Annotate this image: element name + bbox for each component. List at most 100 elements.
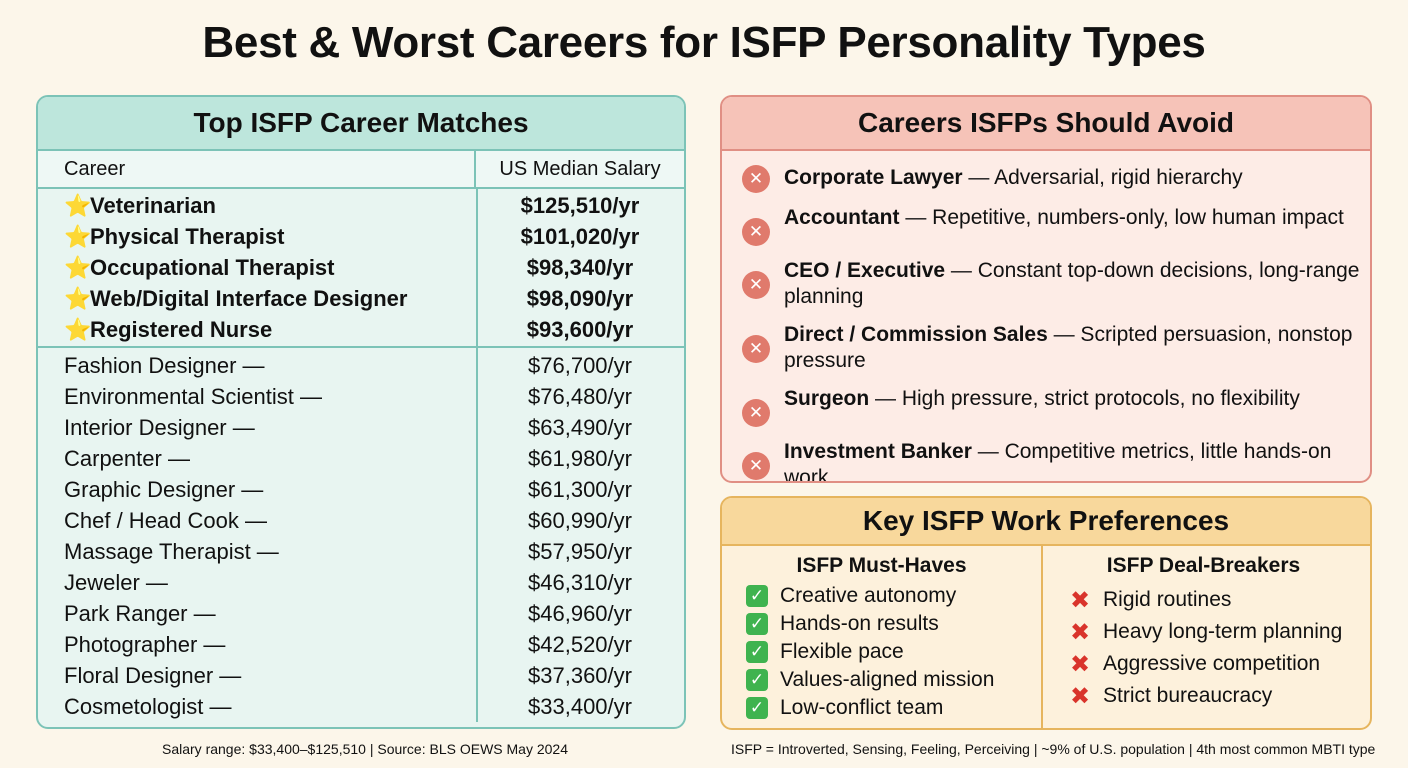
avoid-text: Investment Banker — Competitive metrics,… (784, 439, 1369, 483)
table-row: ⭐Web/Digital Interface Designer $98,090/y… (38, 283, 684, 314)
career-cell: Massage Therapist — (64, 538, 279, 564)
x-circle-icon: ✕ (742, 165, 770, 193)
salary-cell: $57,950/yr (528, 538, 632, 564)
cross-icon: ✖ (1069, 682, 1091, 710)
x-circle-icon: ✕ (742, 335, 770, 363)
check-box-icon: ✓ (746, 697, 768, 719)
table-row: Floral Designer — $37,360/yr (38, 660, 684, 691)
career-cell: ⭐Veterinarian (38, 193, 476, 219)
other-careers-group: Fashion Designer — $76,700/yr Environmenta… (38, 348, 684, 722)
must-have-text: Creative autonomy (780, 584, 957, 607)
work-preferences-panel: Key ISFP Work Preferences ISFP Must-Have… (720, 496, 1372, 730)
list-item: ✕ Accountant — Repetitive, numbers-only, … (742, 205, 1370, 246)
star-icon: ⭐ (64, 285, 92, 311)
career-name: Occupational Therapist (90, 254, 335, 280)
career-cell: Interior Designer — (64, 414, 255, 440)
top-careers-group: ⭐Veterinarian $125,510/yr ⭐Physical Therap… (38, 189, 684, 348)
table-row: Massage Therapist — $57,950/yr (38, 536, 684, 567)
must-have-text: Values-aligned mission (780, 668, 995, 691)
table-row: ⭐Registered Nurse $93,600/yr (38, 314, 684, 345)
career-name: Veterinarian (90, 192, 216, 218)
star-icon: ⭐ (64, 254, 92, 280)
avoid-panel: Careers ISFPs Should Avoid ✕ Corporate La… (720, 95, 1372, 483)
table-row: Interior Designer — $63,490/yr (38, 412, 684, 443)
career-cell: Environmental Scientist — (64, 383, 322, 409)
check-box-icon: ✓ (746, 669, 768, 691)
salary-cell: $76,700/yr (528, 352, 632, 378)
avoid-reason: — Constant top-down decisions, long-rang… (784, 259, 1360, 308)
x-circle-icon: ✕ (742, 271, 770, 299)
salary-cell: $46,310/yr (528, 569, 632, 595)
check-box-icon: ✓ (746, 641, 768, 663)
avoid-text: Direct / Commission Sales — Scripted per… (784, 322, 1369, 374)
table-row: Photographer — $42,520/yr (38, 629, 684, 660)
list-item: ✓ Low-conflict team (746, 694, 1041, 722)
cross-icon: ✖ (1069, 618, 1091, 646)
x-circle-icon: ✕ (742, 399, 770, 427)
must-have-text: Hands-on results (780, 612, 939, 635)
career-cell: Jeweler — (64, 569, 168, 595)
career-cell: ⭐Web/Digital Interface Designer (38, 286, 476, 312)
career-cell: Graphic Designer — (64, 476, 264, 502)
career-cell: Park Ranger — (64, 600, 216, 626)
career-name: Registered Nurse (90, 316, 273, 342)
list-item: ✕ Surgeon — High pressure, strict protoco… (742, 386, 1370, 427)
avoid-career: Surgeon (784, 387, 870, 410)
salary-cell: $98,090/yr (526, 285, 634, 311)
avoid-text: Surgeon — High pressure, strict protocol… (784, 386, 1369, 412)
column-header-salary: US Median Salary (499, 157, 661, 180)
avoid-reason: — Competitive metrics, little hands-on w… (784, 440, 1332, 483)
avoid-text: CEO / Executive — Constant top-down deci… (784, 258, 1369, 310)
salary-cell: $42,520/yr (528, 631, 632, 657)
list-item: ✓ Values-aligned mission (746, 666, 1041, 694)
table-row: Chef / Head Cook — $60,990/yr (38, 505, 684, 536)
table-row: Park Ranger — $46,960/yr (38, 598, 684, 629)
avoid-reason: — Repetitive, numbers-only, low human im… (899, 206, 1344, 229)
table-row: ⭐Veterinarian $125,510/yr (38, 190, 684, 221)
star-icon: ⭐ (64, 223, 92, 249)
deal-breaker-text: Aggressive competition (1103, 652, 1321, 675)
star-icon: ⭐ (64, 316, 92, 342)
salary-cell: $98,340/yr (526, 254, 634, 280)
avoid-career: Corporate Lawyer (784, 166, 963, 189)
table-row: Jeweler — $46,310/yr (38, 567, 684, 598)
deal-breakers-list: ✖ Rigid routines ✖ Heavy long-term planning… (1067, 582, 1364, 712)
list-item: ✓ Creative autonomy (746, 582, 1041, 610)
career-cell: ⭐Physical Therapist (38, 224, 476, 250)
page-title: Best & Worst Careers for ISFP Personalit… (202, 18, 1206, 67)
avoid-text: Corporate Lawyer — Adversarial, rigid hi… (784, 165, 1369, 191)
list-item: ✕ Investment Banker — Competitive metrics… (742, 439, 1370, 483)
deal-breaker-text: Strict bureaucracy (1103, 684, 1273, 707)
avoid-career: CEO / Executive (784, 259, 946, 282)
salary-cell: $61,980/yr (528, 445, 632, 471)
x-circle-icon: ✕ (742, 452, 770, 480)
cross-icon: ✖ (1069, 650, 1091, 678)
salary-cell: $60,990/yr (528, 507, 632, 533)
list-item: ✖ Heavy long-term planning (1069, 616, 1364, 648)
column-divider (476, 189, 478, 722)
avoid-reason: — Scripted persuasion, nonstop pressure (784, 323, 1353, 372)
avoid-career: Accountant (784, 206, 900, 229)
avoid-reason: — Adversarial, rigid hierarchy (962, 166, 1243, 189)
deal-breakers-title: ISFP Deal-Breakers (1106, 554, 1301, 577)
list-item: ✕ CEO / Executive — Constant top-down dec… (742, 258, 1370, 310)
career-cell: Floral Designer — (64, 662, 242, 688)
salary-cell: $61,300/yr (528, 476, 632, 502)
deal-breakers-column: ISFP Deal-Breakers ✖ Rigid routines ✖ Heavy… (1043, 546, 1364, 728)
check-box-icon: ✓ (746, 613, 768, 635)
salary-cell: $37,360/yr (528, 662, 632, 688)
must-haves-column: ISFP Must-Haves ✓ Creative autonomy ✓ Hands… (722, 546, 1043, 728)
list-item: ✕ Direct / Commission Sales — Scripted pe… (742, 322, 1370, 374)
avoid-career: Direct / Commission Sales (784, 323, 1048, 346)
top-matches-panel: Top ISFP Career Matches Career US Median… (36, 95, 686, 729)
star-icon: ⭐ (64, 192, 92, 218)
salary-cell: $63,490/yr (528, 414, 632, 440)
salary-cell: $33,400/yr (528, 693, 632, 719)
career-cell: Chef / Head Cook — (64, 507, 267, 533)
deal-breaker-text: Rigid routines (1103, 588, 1232, 611)
career-cell: ⭐Occupational Therapist (38, 255, 476, 281)
table-row: Fashion Designer — $76,700/yr (38, 350, 684, 381)
check-box-icon: ✓ (746, 585, 768, 607)
table-row: Carpenter — $61,980/yr (38, 443, 684, 474)
preferences-heading: Key ISFP Work Preferences (722, 498, 1370, 546)
